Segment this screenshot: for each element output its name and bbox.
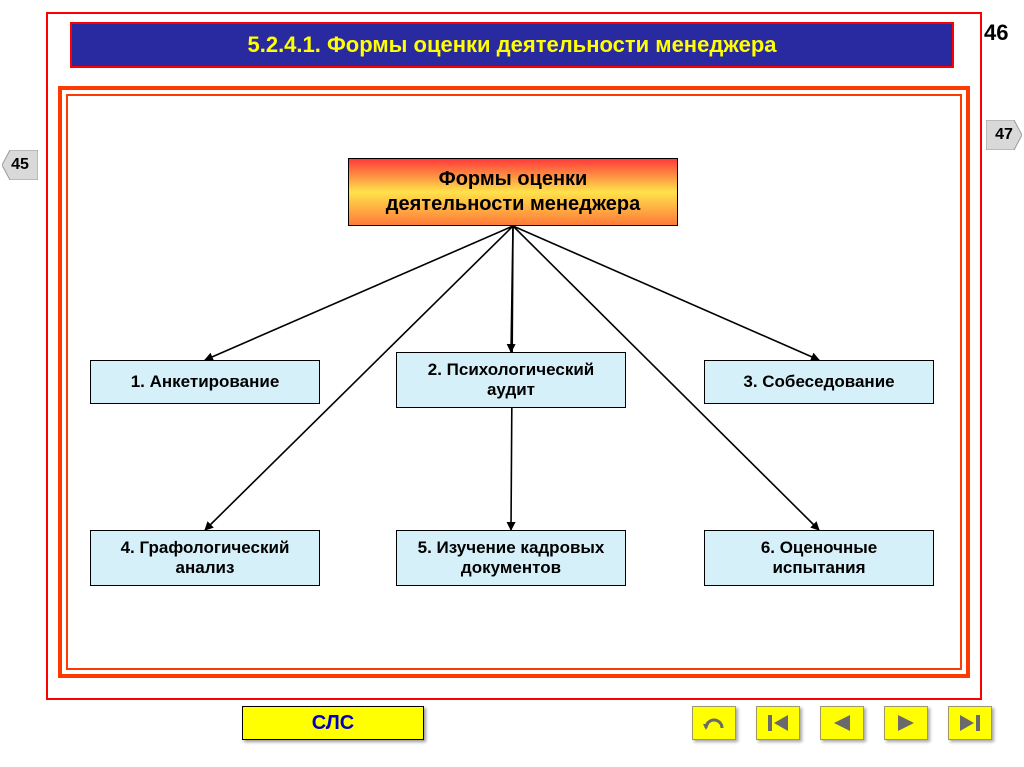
prev-icon bbox=[828, 712, 856, 734]
undo-button[interactable] bbox=[692, 706, 736, 740]
first-button[interactable] bbox=[756, 706, 800, 740]
next-icon bbox=[892, 712, 920, 734]
diagram-root-label: Формы оценки деятельности менеджера bbox=[386, 167, 640, 217]
diagram-child-6: 6. Оценочные испытания bbox=[704, 530, 934, 586]
diagram-child-5-label: 5. Изучение кадровых документов bbox=[418, 538, 605, 579]
sls-button-label: СЛС bbox=[312, 712, 354, 735]
page-number-value: 46 bbox=[984, 20, 1008, 45]
nav-prev-button[interactable]: 45 bbox=[2, 150, 38, 180]
diagram-child-2-label: 2. Психологический аудит bbox=[428, 360, 594, 401]
diagram-child-2: 2. Психологический аудит bbox=[396, 352, 626, 408]
undo-icon bbox=[700, 712, 728, 734]
sls-button[interactable]: СЛС bbox=[242, 706, 424, 740]
page-number: 46 bbox=[984, 20, 1008, 46]
last-button[interactable] bbox=[948, 706, 992, 740]
diagram-child-4-label: 4. Графологический анализ bbox=[121, 538, 290, 579]
nav-prev-button-label: 45 bbox=[11, 156, 29, 174]
slide-title: 5.2.4.1. Формы оценки деятельности менед… bbox=[70, 22, 954, 68]
next-button[interactable] bbox=[884, 706, 928, 740]
diagram-child-3-label: 3. Собеседование bbox=[743, 372, 894, 392]
nav-next-button-label: 47 bbox=[995, 126, 1013, 144]
prev-button[interactable] bbox=[820, 706, 864, 740]
diagram-child-5: 5. Изучение кадровых документов bbox=[396, 530, 626, 586]
slide-title-text: 5.2.4.1. Формы оценки деятельности менед… bbox=[247, 32, 776, 58]
diagram-child-4: 4. Графологический анализ bbox=[90, 530, 320, 586]
first-icon bbox=[764, 712, 792, 734]
diagram-root: Формы оценки деятельности менеджера bbox=[348, 158, 678, 226]
diagram-child-3: 3. Собеседование bbox=[704, 360, 934, 404]
diagram-child-1: 1. Анкетирование bbox=[90, 360, 320, 404]
nav-next-button[interactable]: 47 bbox=[986, 120, 1022, 150]
last-icon bbox=[956, 712, 984, 734]
diagram-child-6-label: 6. Оценочные испытания bbox=[761, 538, 877, 579]
diagram-child-1-label: 1. Анкетирование bbox=[131, 372, 280, 392]
